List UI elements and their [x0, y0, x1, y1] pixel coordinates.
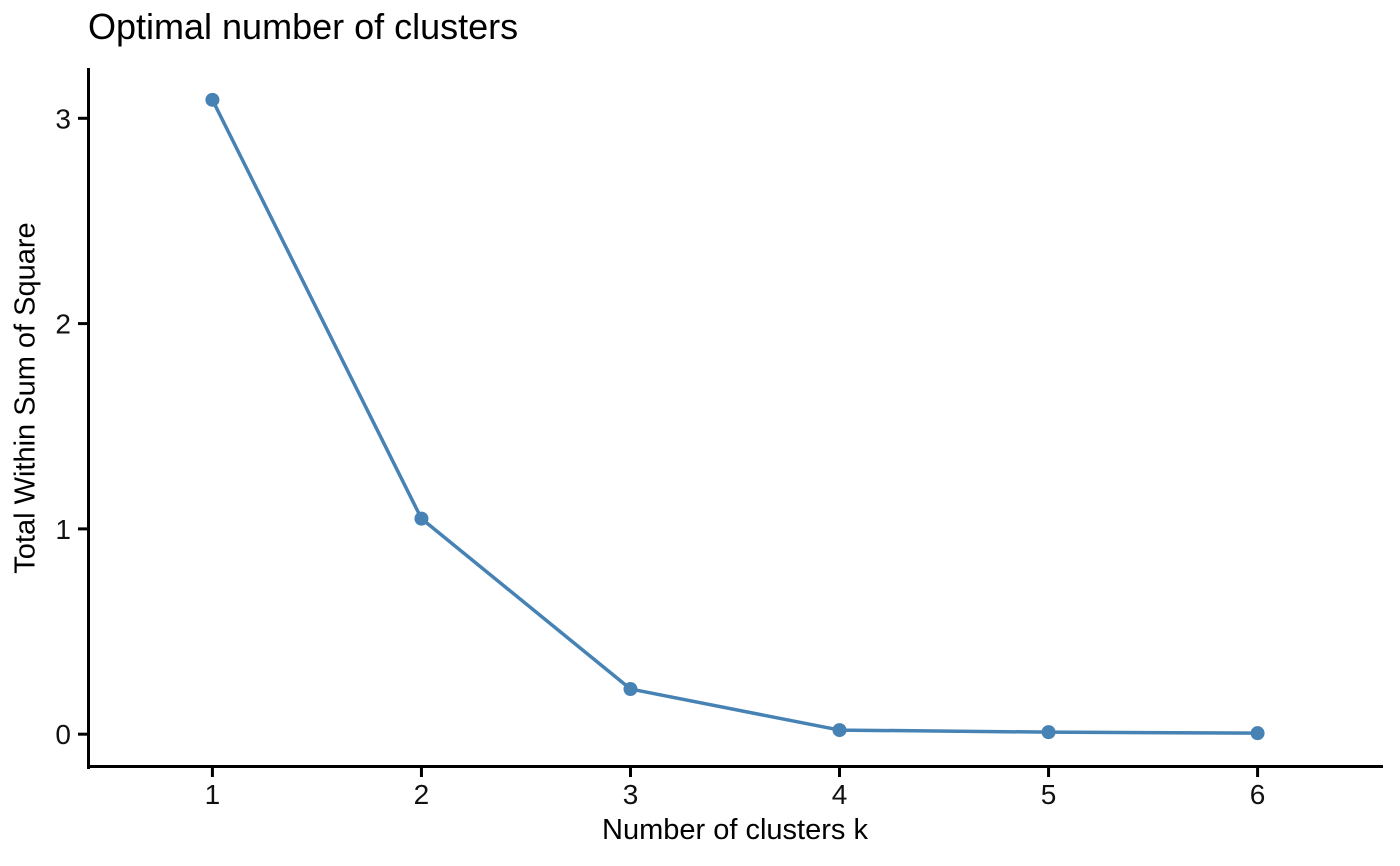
y-tick-label: 3	[55, 103, 71, 134]
data-point	[832, 723, 847, 738]
chart-title: Optimal number of clusters	[88, 6, 519, 47]
x-axis-title: Number of clusters k	[602, 814, 868, 846]
x-tick-label: 5	[1041, 779, 1057, 810]
data-point	[1250, 726, 1265, 741]
data-point	[414, 511, 429, 526]
data-point	[1041, 725, 1056, 740]
x-tick-label: 2	[414, 779, 430, 810]
y-tick-label: 0	[55, 719, 71, 750]
y-tick-label: 2	[55, 309, 71, 340]
x-tick-label: 6	[1250, 779, 1266, 810]
x-tick-label: 3	[623, 779, 639, 810]
y-tick-label: 1	[55, 514, 71, 545]
data-point	[205, 92, 220, 107]
x-tick-label: 1	[205, 779, 221, 810]
data-line	[210, 98, 1260, 735]
x-tick-label: 4	[832, 779, 848, 810]
data-point	[623, 682, 638, 697]
